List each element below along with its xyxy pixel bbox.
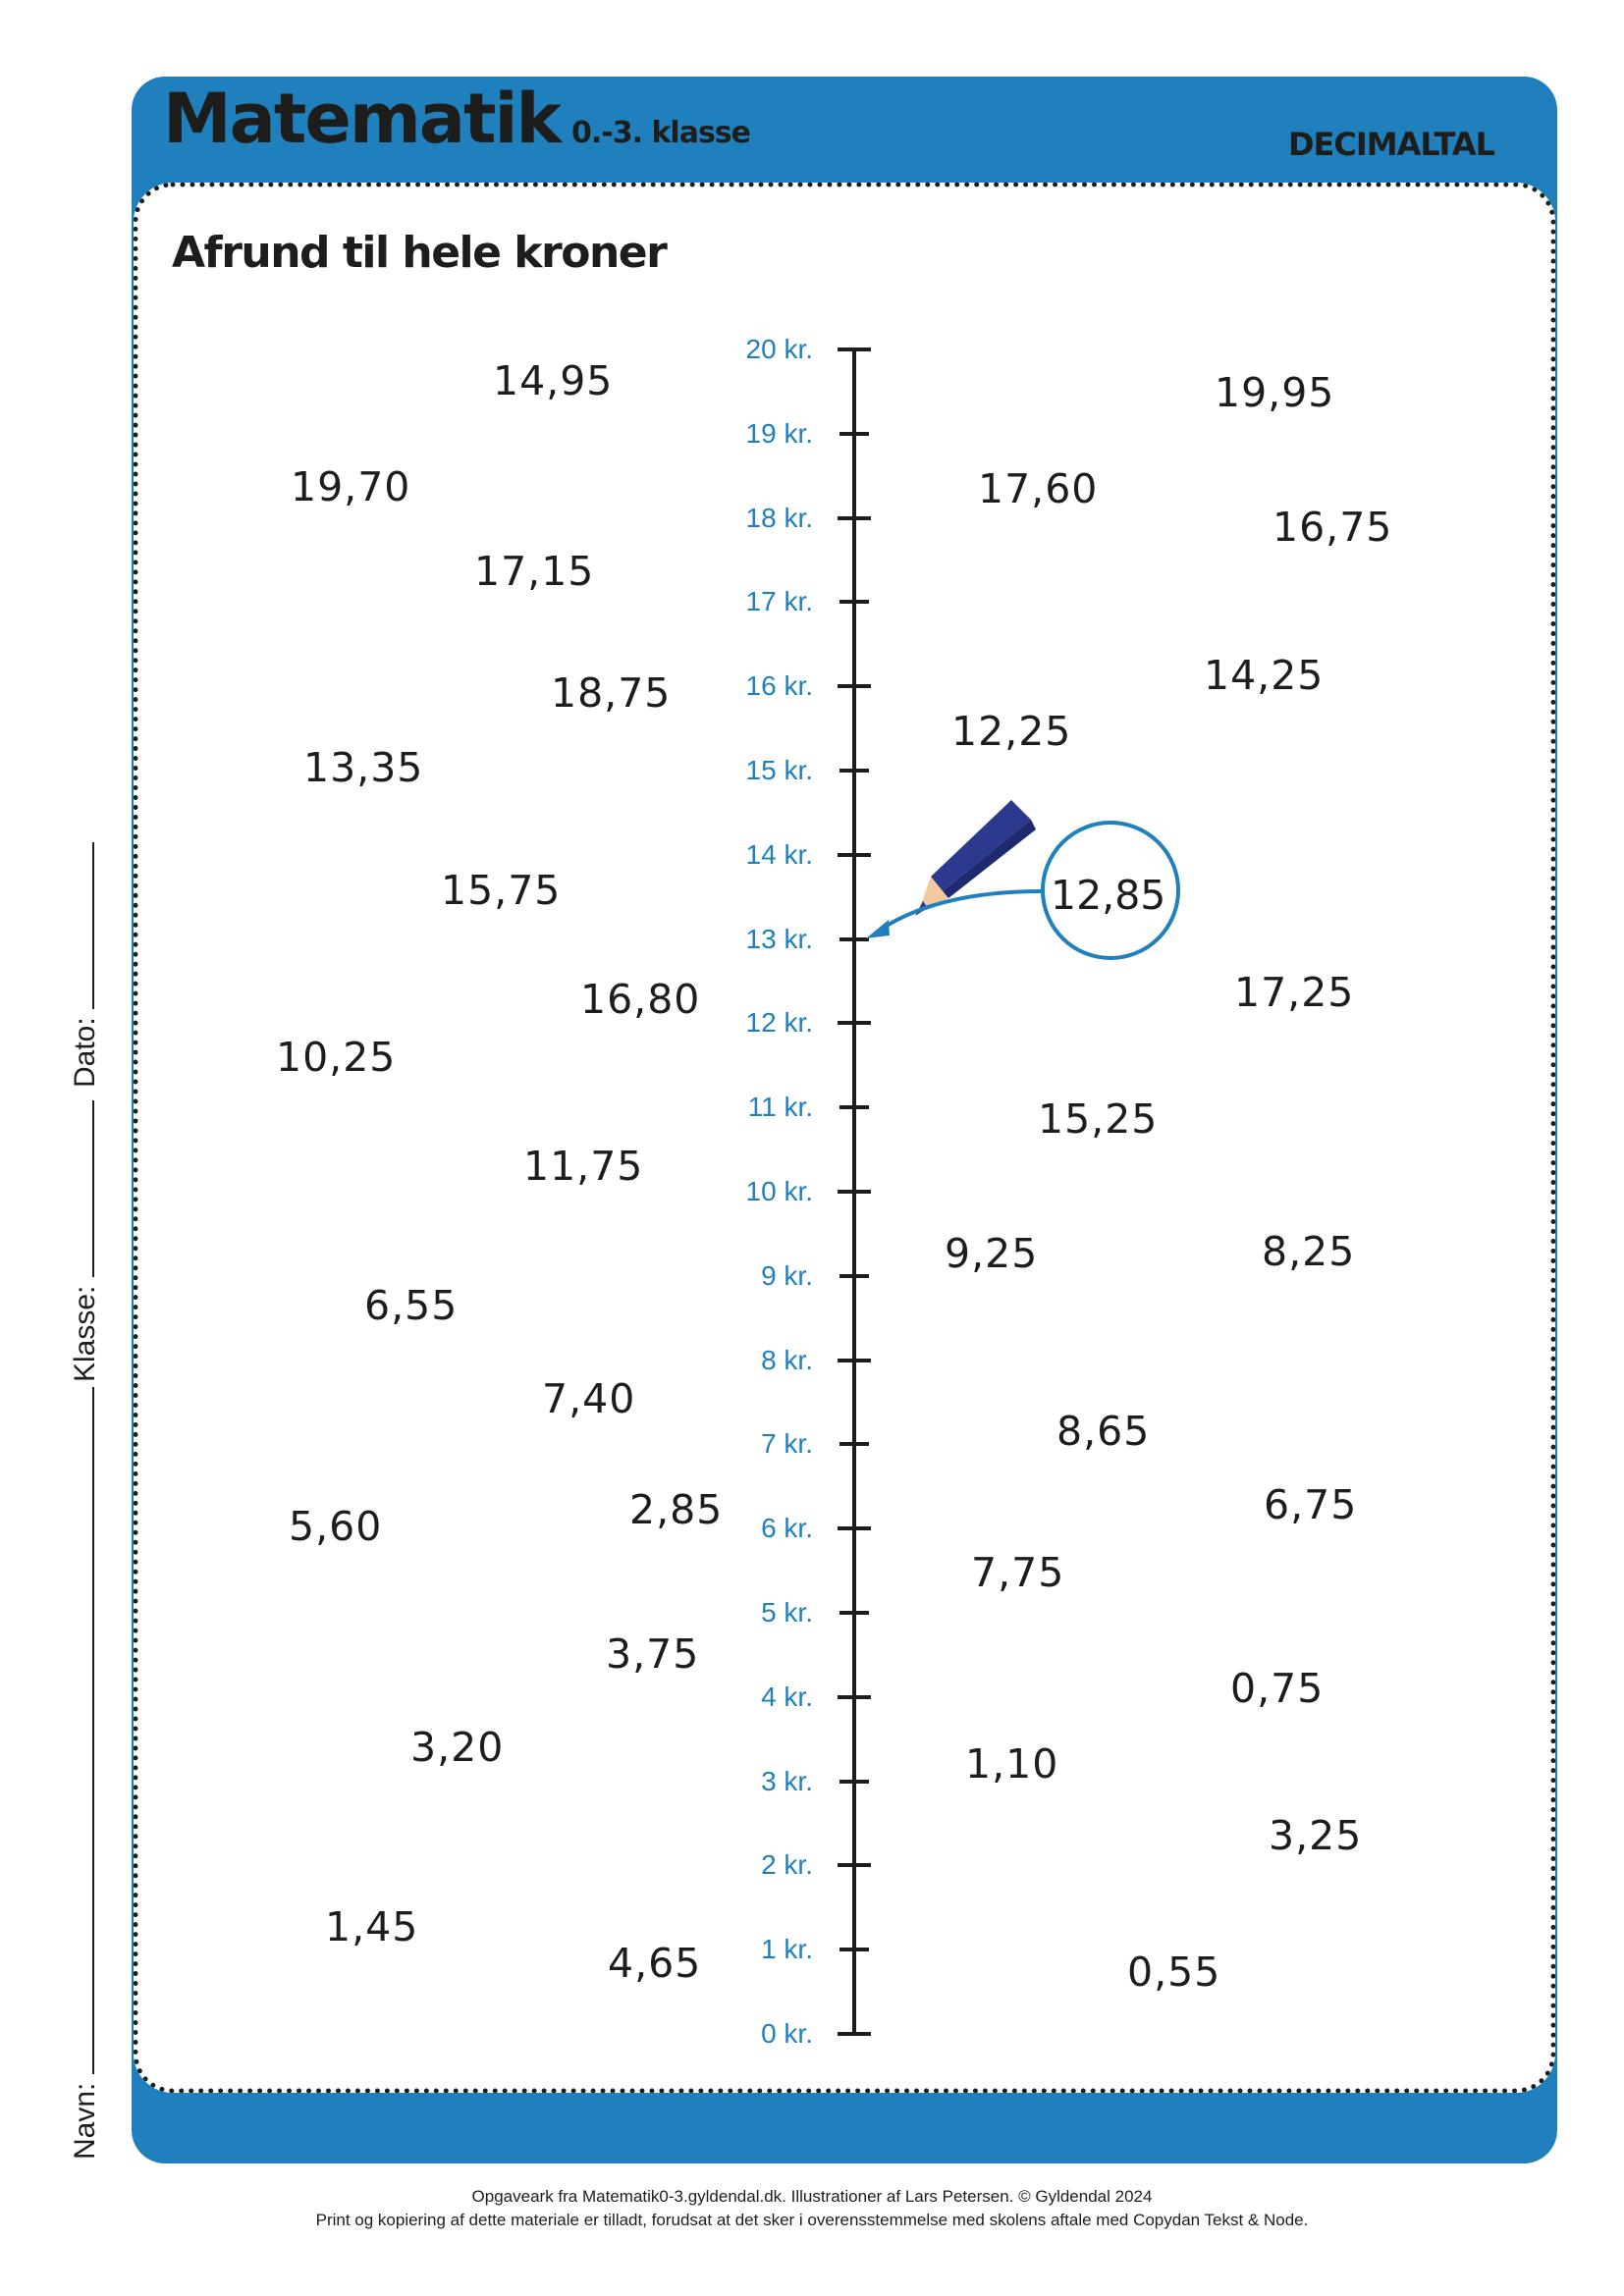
number-line-tick — [839, 1442, 869, 1447]
number-line-tick — [838, 347, 871, 351]
decimal-number: 14,25 — [1204, 652, 1325, 699]
tick-label: 7 kr. — [761, 1428, 813, 1460]
decimal-number: 0,75 — [1230, 1665, 1325, 1712]
tick-label: 18 kr. — [745, 502, 813, 533]
tick-label: 5 kr. — [761, 1597, 813, 1628]
decimal-number: 7,75 — [971, 1549, 1065, 1596]
tick-label: 10 kr. — [745, 1176, 813, 1206]
number-line-tick — [838, 1358, 871, 1362]
decimal-number: 17,25 — [1234, 969, 1355, 1016]
decimal-number: 17,15 — [474, 548, 595, 595]
number-line-tick — [838, 852, 871, 857]
decimal-number: 9,25 — [945, 1230, 1039, 1277]
tick-label: 20 kr. — [745, 334, 813, 364]
decimal-number: 6,55 — [364, 1282, 459, 1329]
decimal-number: 0,55 — [1127, 1949, 1221, 1996]
decimal-number: 14,95 — [493, 357, 614, 404]
number-line-tick — [838, 515, 871, 520]
decimal-number: 19,95 — [1215, 369, 1335, 416]
number-line-tick — [839, 431, 869, 436]
decimal-number: 4,65 — [608, 1940, 702, 1987]
tick-label: 8 kr. — [761, 1344, 813, 1375]
decimal-number: 15,25 — [1038, 1095, 1159, 1143]
tick-label: 2 kr. — [761, 1849, 813, 1881]
tick-label: 19 kr. — [745, 417, 813, 449]
decimal-number: 17,60 — [978, 465, 1099, 512]
arrow-icon — [866, 889, 1042, 938]
number-line-tick — [838, 1863, 871, 1868]
brand-header: Matematik 0.-3. klasse — [163, 79, 751, 159]
number-line-tick — [838, 1526, 871, 1531]
decimal-number: 5,60 — [289, 1503, 383, 1550]
decimal-number: 1,45 — [325, 1903, 419, 1950]
decimal-number: 15,75 — [441, 867, 562, 914]
number-line-tick — [839, 1273, 869, 1278]
decimal-number: 2,85 — [629, 1486, 724, 1533]
number-line-tick — [839, 1948, 869, 1952]
topic-label: DECIMALTAL — [1287, 126, 1495, 163]
number-line-tick — [838, 2032, 871, 2036]
tick-label: 15 kr. — [745, 755, 813, 785]
decimal-number: 10,25 — [276, 1034, 397, 1081]
decimal-number: 19,70 — [291, 463, 411, 510]
number-line-tick — [838, 1694, 871, 1699]
tick-label: 13 kr. — [745, 923, 813, 954]
number-line-tick — [839, 600, 869, 605]
tick-label: 6 kr. — [761, 1513, 813, 1544]
footer: Opgaveark fra Matematik0-3.gyldendal.dk.… — [0, 2185, 1624, 2232]
decimal-number: 3,20 — [410, 1724, 505, 1771]
decimal-number: 3,75 — [606, 1630, 700, 1678]
decimal-number: 12,25 — [951, 708, 1072, 755]
number-line-tick — [839, 1611, 869, 1615]
decimal-number: 16,75 — [1272, 504, 1393, 551]
number-line-tick — [838, 1021, 871, 1026]
decimal-number: 3,25 — [1269, 1812, 1363, 1859]
decimal-number: 11,75 — [523, 1143, 644, 1190]
task-title: Afrund til hele kroner — [172, 228, 668, 278]
footer-credit: Opgaveark fra Matematik0-3.gyldendal.dk.… — [471, 2187, 1153, 2206]
pencil-icon — [915, 800, 1036, 916]
tick-label: 16 kr. — [745, 670, 813, 702]
example-value: 12,85 — [1051, 872, 1166, 919]
decimal-number: 13,35 — [303, 744, 424, 791]
decimal-number: 8,65 — [1056, 1408, 1151, 1455]
number-line-tick — [839, 1779, 869, 1784]
tick-label: 9 kr. — [761, 1259, 813, 1291]
number-line-tick — [838, 684, 871, 689]
tick-label: 12 kr. — [745, 1007, 813, 1039]
brand-subtitle: 0.-3. klasse — [571, 116, 751, 150]
number-line-tick — [839, 1105, 869, 1110]
decimal-number: 1,10 — [965, 1740, 1059, 1788]
brand-title: Matematik — [163, 79, 562, 159]
footer-license: Print og kopiering af dette materiale er… — [315, 2211, 1309, 2229]
decimal-number: 8,25 — [1262, 1228, 1356, 1275]
topic-label-wrap: DECIMALTAL — [1178, 126, 1495, 163]
number-line-tick — [838, 1190, 871, 1194]
number-line-tick — [839, 936, 869, 941]
tick-label: 14 kr. — [745, 838, 813, 870]
tick-label: 4 kr. — [761, 1681, 813, 1712]
decimal-number: 7,40 — [542, 1375, 636, 1422]
worksheet-content-area — [134, 183, 1555, 2093]
decimal-number: 16,80 — [580, 976, 701, 1023]
tick-label: 11 kr. — [747, 1092, 813, 1123]
tick-label: 3 kr. — [761, 1765, 813, 1796]
decimal-number: 18,75 — [551, 669, 672, 717]
tick-label: 0 kr. — [761, 2018, 813, 2049]
tick-label: 1 kr. — [761, 1934, 813, 1965]
example-circle — [1041, 821, 1180, 960]
tick-label: 17 kr. — [745, 586, 813, 617]
number-line-tick — [839, 769, 869, 773]
decimal-number: 6,75 — [1264, 1481, 1358, 1528]
